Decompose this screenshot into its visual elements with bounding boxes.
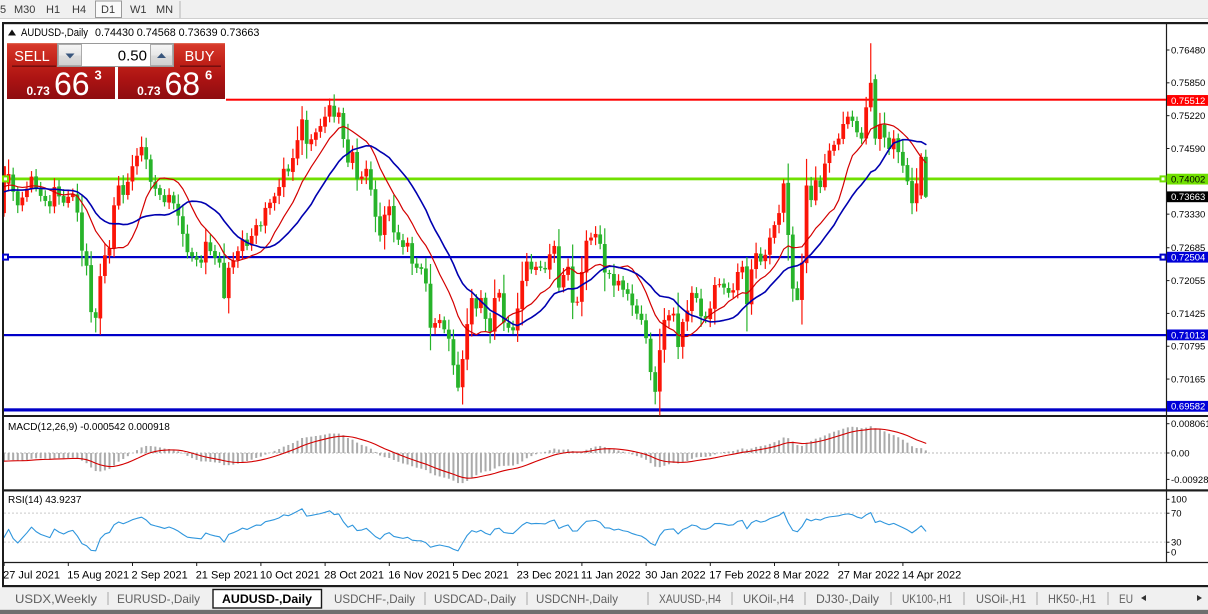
svg-text:17 Feb 2022: 17 Feb 2022	[709, 570, 771, 582]
svg-text:UK100-,H1: UK100-,H1	[902, 592, 952, 606]
svg-text:27 Jul 2021: 27 Jul 2021	[3, 570, 60, 582]
svg-text:XAUUSD-,H4: XAUUSD-,H4	[659, 592, 721, 606]
svg-text:0.73: 0.73	[137, 84, 161, 98]
svg-text:30 Jan 2022: 30 Jan 2022	[645, 570, 706, 582]
svg-text:MN: MN	[156, 4, 173, 16]
svg-text:DJ30-,Daily: DJ30-,Daily	[816, 592, 879, 606]
svg-text:0: 0	[1171, 548, 1176, 559]
svg-text:11 Jan 2022: 11 Jan 2022	[581, 570, 641, 582]
svg-text:16 Nov 2021: 16 Nov 2021	[388, 570, 450, 582]
svg-text:USDX,Weekly: USDX,Weekly	[15, 592, 97, 606]
svg-text:H4: H4	[72, 4, 86, 16]
svg-text:66: 66	[54, 66, 90, 102]
svg-text:USOil-,H1: USOil-,H1	[976, 592, 1026, 606]
svg-text:0.73663: 0.73663	[220, 27, 259, 39]
svg-text:0.72504: 0.72504	[1171, 253, 1205, 264]
svg-text:0.70165: 0.70165	[1171, 374, 1205, 385]
svg-text:0.74568: 0.74568	[137, 27, 176, 39]
svg-text:23 Dec 2021: 23 Dec 2021	[517, 570, 579, 582]
svg-text:5: 5	[0, 4, 6, 16]
svg-text:EURUSD-,Daily: EURUSD-,Daily	[117, 592, 200, 606]
svg-text:28 Oct 2021: 28 Oct 2021	[324, 570, 384, 582]
svg-text:0.74002: 0.74002	[1171, 175, 1205, 186]
svg-text:0.74590: 0.74590	[1171, 144, 1205, 155]
svg-text:21 Sep 2021: 21 Sep 2021	[196, 570, 258, 582]
svg-text:0.75512: 0.75512	[1171, 96, 1205, 107]
svg-text:6: 6	[205, 68, 212, 83]
svg-text:0.008061: 0.008061	[1171, 419, 1208, 430]
svg-text:0.72685: 0.72685	[1171, 243, 1205, 254]
svg-text:M30: M30	[14, 4, 35, 16]
svg-text:0.00: 0.00	[1171, 448, 1190, 459]
svg-text:15 Aug 2021: 15 Aug 2021	[67, 570, 129, 582]
svg-text:0.74430: 0.74430	[95, 27, 134, 39]
svg-text:10 Oct 2021: 10 Oct 2021	[260, 570, 320, 582]
svg-text:EU: EU	[1119, 592, 1133, 606]
svg-text:RSI(14) 43.9237: RSI(14) 43.9237	[8, 495, 82, 506]
svg-text:AUDUSD-,Daily: AUDUSD-,Daily	[222, 592, 312, 606]
svg-text:0.73663: 0.73663	[1171, 192, 1205, 203]
svg-text:0.50: 0.50	[118, 48, 147, 65]
svg-text:68: 68	[165, 66, 201, 102]
svg-text:SELL: SELL	[14, 49, 49, 65]
svg-text:8 Mar 2022: 8 Mar 2022	[774, 570, 830, 582]
svg-text:USDCHF-,Daily: USDCHF-,Daily	[334, 592, 415, 606]
svg-text:0.69582: 0.69582	[1171, 402, 1205, 413]
svg-text:0.73639: 0.73639	[179, 27, 218, 39]
svg-text:0.71425: 0.71425	[1171, 309, 1205, 320]
svg-text:H1: H1	[46, 4, 60, 16]
svg-text:0.70795: 0.70795	[1171, 342, 1205, 353]
svg-text:HK50-,H1: HK50-,H1	[1048, 592, 1096, 606]
svg-text:-0.009286: -0.009286	[1171, 475, 1208, 486]
svg-text:0.75850: 0.75850	[1171, 78, 1205, 89]
svg-text:2 Sep 2021: 2 Sep 2021	[132, 570, 188, 582]
svg-text:0.73330: 0.73330	[1171, 210, 1205, 221]
svg-text:UKOil-,H4: UKOil-,H4	[743, 592, 794, 606]
svg-text:USDCNH-,Daily: USDCNH-,Daily	[536, 592, 618, 606]
svg-text:AUDUSD-,Daily: AUDUSD-,Daily	[21, 27, 88, 39]
svg-text:0.72055: 0.72055	[1171, 276, 1205, 287]
svg-text:5 Dec 2021: 5 Dec 2021	[453, 570, 509, 582]
svg-text:0.71013: 0.71013	[1171, 330, 1205, 341]
svg-text:14 Apr 2022: 14 Apr 2022	[902, 570, 961, 582]
svg-text:27 Mar 2022: 27 Mar 2022	[838, 570, 900, 582]
svg-text:W1: W1	[130, 4, 147, 16]
svg-text:BUY: BUY	[185, 49, 215, 65]
svg-text:USDCAD-,Daily: USDCAD-,Daily	[434, 592, 516, 606]
svg-text:0.75220: 0.75220	[1171, 111, 1205, 122]
svg-text:3: 3	[95, 68, 102, 83]
svg-text:0.73: 0.73	[26, 84, 50, 98]
svg-text:MACD(12,26,9) -0.000542 0.0009: MACD(12,26,9) -0.000542 0.000918	[8, 422, 170, 433]
svg-text:30: 30	[1171, 538, 1182, 549]
svg-text:0.76480: 0.76480	[1171, 45, 1205, 56]
svg-text:D1: D1	[101, 4, 115, 16]
svg-text:100: 100	[1171, 495, 1187, 506]
svg-text:70: 70	[1171, 509, 1182, 520]
